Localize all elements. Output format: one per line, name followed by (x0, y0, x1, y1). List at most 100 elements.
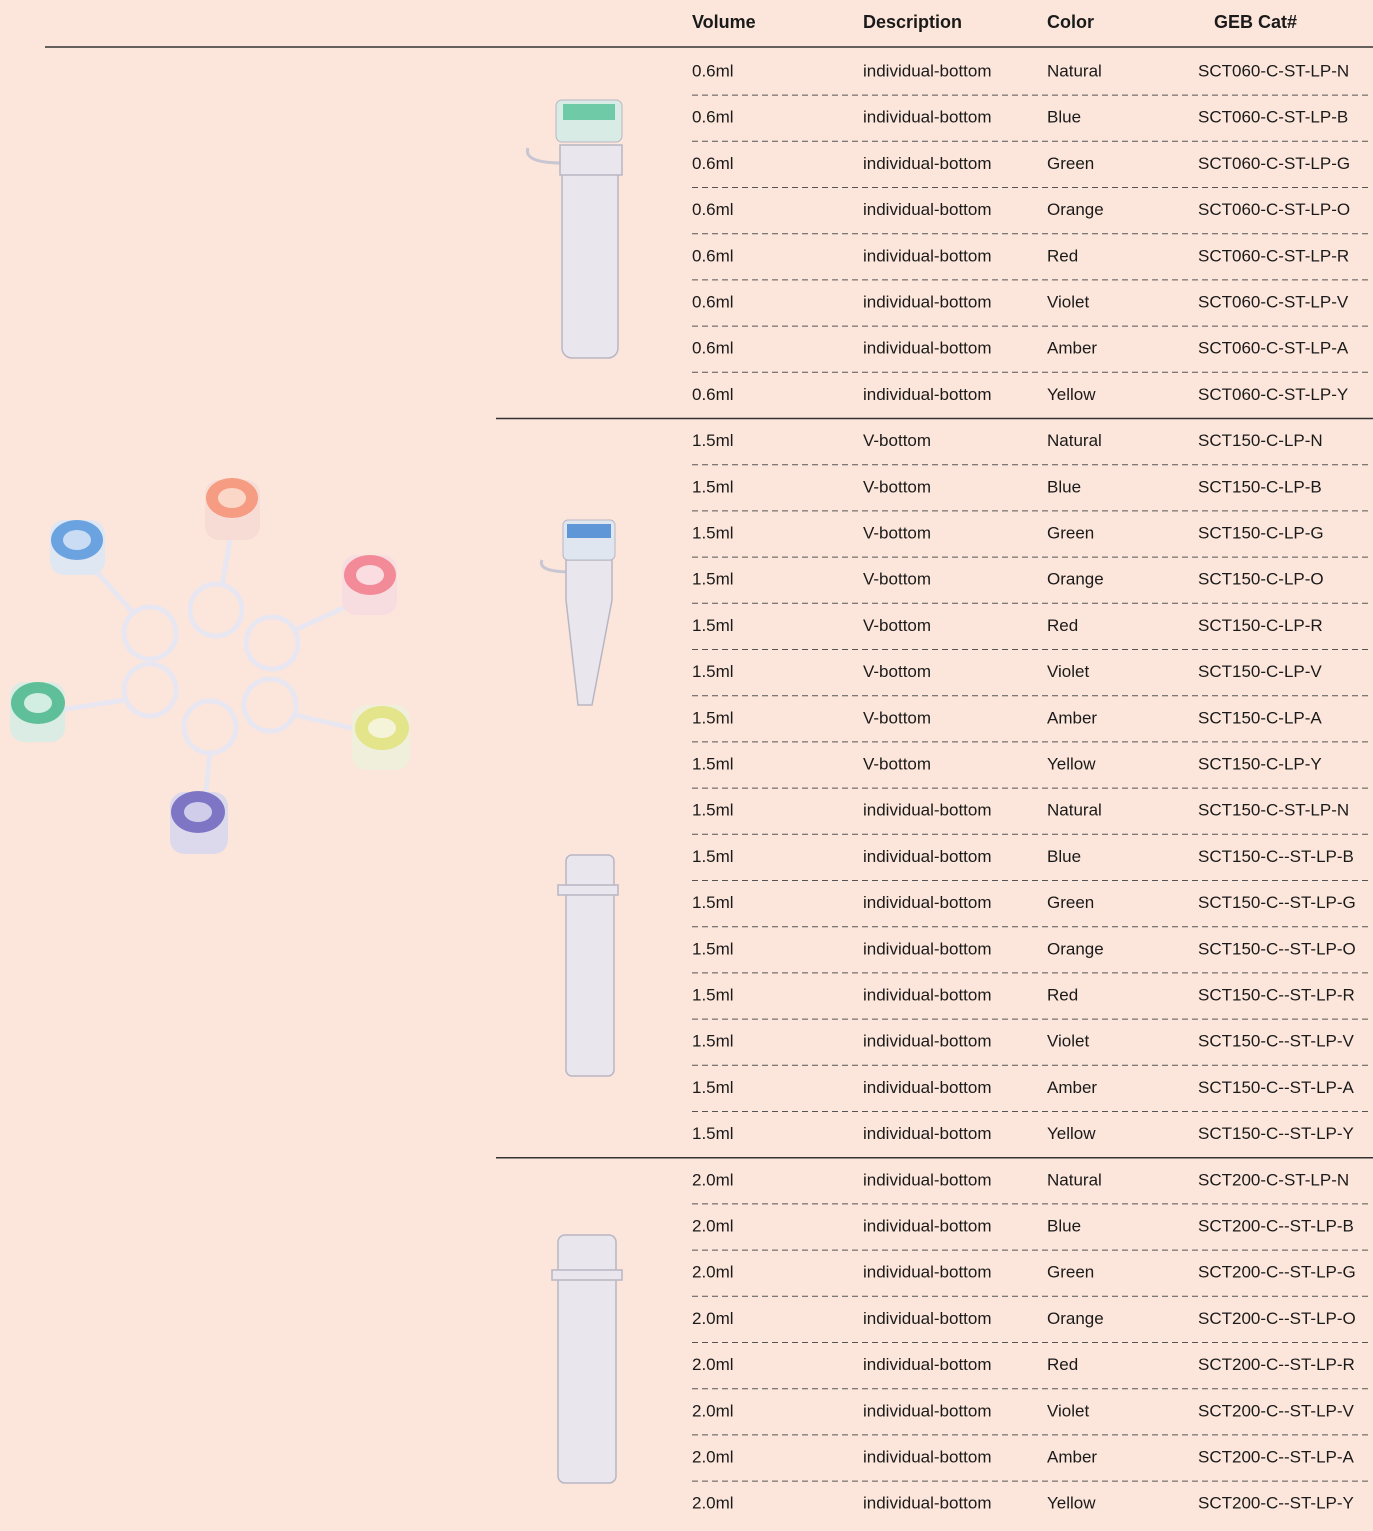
table-cell: Amber (1047, 708, 1097, 727)
table-cell: 0.6ml (692, 339, 734, 358)
table-cell: SCT200-C--ST-LP-O (1198, 1309, 1356, 1328)
table-cell: SCT150-C-LP-B (1198, 477, 1322, 496)
table-cell: Blue (1047, 847, 1081, 866)
table-cell: Natural (1047, 1170, 1102, 1189)
table-cell: 2.0ml (692, 1447, 734, 1466)
table-cell: SCT150-C-LP-G (1198, 523, 1324, 542)
table-cell: Amber (1047, 339, 1097, 358)
table-cell: 1.5ml (692, 523, 734, 542)
table-cell: SCT200-C--ST-LP-A (1198, 1447, 1355, 1466)
header-cell: Color (1047, 12, 1094, 32)
table-cell: Green (1047, 1263, 1094, 1282)
table-cell: 0.6ml (692, 108, 734, 127)
table-cell: individual-bottom (863, 1124, 992, 1143)
table-cell: Yellow (1047, 1124, 1096, 1143)
table-cell: Orange (1047, 570, 1104, 589)
table-cell: 1.5ml (692, 801, 734, 820)
table-cell: SCT150-C--ST-LP-G (1198, 893, 1356, 912)
table-cell: 0.6ml (692, 61, 734, 80)
table-cell: individual-bottom (863, 1032, 992, 1051)
table-cell: SCT060-C-ST-LP-V (1198, 292, 1349, 311)
table-cell: SCT150-C-ST-LP-N (1198, 801, 1349, 820)
table-cell: 2.0ml (692, 1170, 734, 1189)
table-cell: individual-bottom (863, 385, 992, 404)
header-cell: Volume (692, 12, 756, 32)
table-cell: V-bottom (863, 570, 931, 589)
table-cell: 2.0ml (692, 1309, 734, 1328)
table-cell: V-bottom (863, 754, 931, 773)
table-cell: SCT150-C--ST-LP-R (1198, 985, 1355, 1004)
tube-2-0ml (551, 1234, 623, 1484)
table-cell: Green (1047, 523, 1094, 542)
caps-photo (10, 478, 410, 854)
table-cell: 0.6ml (692, 200, 734, 219)
table-cell: 1.5ml (692, 662, 734, 681)
table-cell: SCT060-C-ST-LP-Y (1198, 385, 1348, 404)
table-cell: SCT150-C-LP-A (1198, 708, 1322, 727)
table-cell: individual-bottom (863, 1355, 992, 1374)
table-cell: SCT060-C-ST-LP-O (1198, 200, 1350, 219)
table-cell: SCT200-C--ST-LP-V (1198, 1401, 1355, 1420)
table-cell: 0.6ml (692, 154, 734, 173)
table-cell: V-bottom (863, 708, 931, 727)
table-cell: individual-bottom (863, 847, 992, 866)
table-cell: individual-bottom (863, 339, 992, 358)
table-cell: SCT150-C--ST-LP-Y (1198, 1124, 1354, 1143)
table-cell: SCT200-C--ST-LP-R (1198, 1355, 1355, 1374)
table-cell: SCT060-C-ST-LP-A (1198, 339, 1349, 358)
table-cell: Violet (1047, 1032, 1089, 1051)
table-cell: individual-bottom (863, 200, 992, 219)
table-cell: 0.6ml (692, 385, 734, 404)
table-cell: V-bottom (863, 616, 931, 635)
table-cell: individual-bottom (863, 246, 992, 265)
header-cell: Description (863, 12, 962, 32)
table-cell: 0.6ml (692, 246, 734, 265)
table-cell: SCT150-C--ST-LP-B (1198, 847, 1354, 866)
table-cell: 1.5ml (692, 754, 734, 773)
table-cell: V-bottom (863, 523, 931, 542)
table-cell: SCT200-C--ST-LP-Y (1198, 1494, 1354, 1513)
table-cell: 2.0ml (692, 1263, 734, 1282)
table-cell: SCT150-C--ST-LP-A (1198, 1078, 1355, 1097)
table-cell: V-bottom (863, 477, 931, 496)
table-cell: 1.5ml (692, 431, 734, 450)
table-cell: 1.5ml (692, 1124, 734, 1143)
table-cell: V-bottom (863, 662, 931, 681)
table-cell: 1.5ml (692, 616, 734, 635)
table-cell: individual-bottom (863, 939, 992, 958)
table-cell: SCT200-C-ST-LP-N (1198, 1170, 1349, 1189)
table-cell: individual-bottom (863, 61, 992, 80)
table-cell: 1.5ml (692, 985, 734, 1004)
table-cell: SCT150-C-LP-O (1198, 570, 1324, 589)
table-cell: Red (1047, 616, 1078, 635)
tube-0-6ml (525, 99, 623, 359)
table-cell: individual-bottom (863, 1309, 992, 1328)
table-cell: individual-bottom (863, 1170, 992, 1189)
table-cell: 1.5ml (692, 1032, 734, 1051)
table-cell: 1.5ml (692, 893, 734, 912)
table-cell: SCT200-C--ST-LP-B (1198, 1216, 1354, 1235)
table-cell: Yellow (1047, 1494, 1096, 1513)
header-cell: GEB Cat# (1214, 12, 1297, 32)
table-cell: Orange (1047, 1309, 1104, 1328)
table-cell: Natural (1047, 61, 1102, 80)
table-cell: Blue (1047, 1216, 1081, 1235)
table-cell: individual-bottom (863, 154, 992, 173)
table-cell: Natural (1047, 801, 1102, 820)
table-cell: Violet (1047, 292, 1089, 311)
table-cell: SCT060-C-ST-LP-B (1198, 108, 1348, 127)
table-cell: individual-bottom (863, 1494, 992, 1513)
table-cell: SCT150-C--ST-LP-V (1198, 1032, 1355, 1051)
table-cell: Blue (1047, 477, 1081, 496)
table-cell: individual-bottom (863, 1078, 992, 1097)
table-cell: individual-bottom (863, 1401, 992, 1420)
table-cell: 1.5ml (692, 570, 734, 589)
table-cell: individual-bottom (863, 801, 992, 820)
table-cell: SCT060-C-ST-LP-R (1198, 246, 1349, 265)
table-cell: 1.5ml (692, 477, 734, 496)
table-cell: 2.0ml (692, 1216, 734, 1235)
table-cell: Amber (1047, 1447, 1097, 1466)
table-body: 0.6ml individual-bottom Natural SCT060-C-ST… (496, 61, 1373, 1513)
